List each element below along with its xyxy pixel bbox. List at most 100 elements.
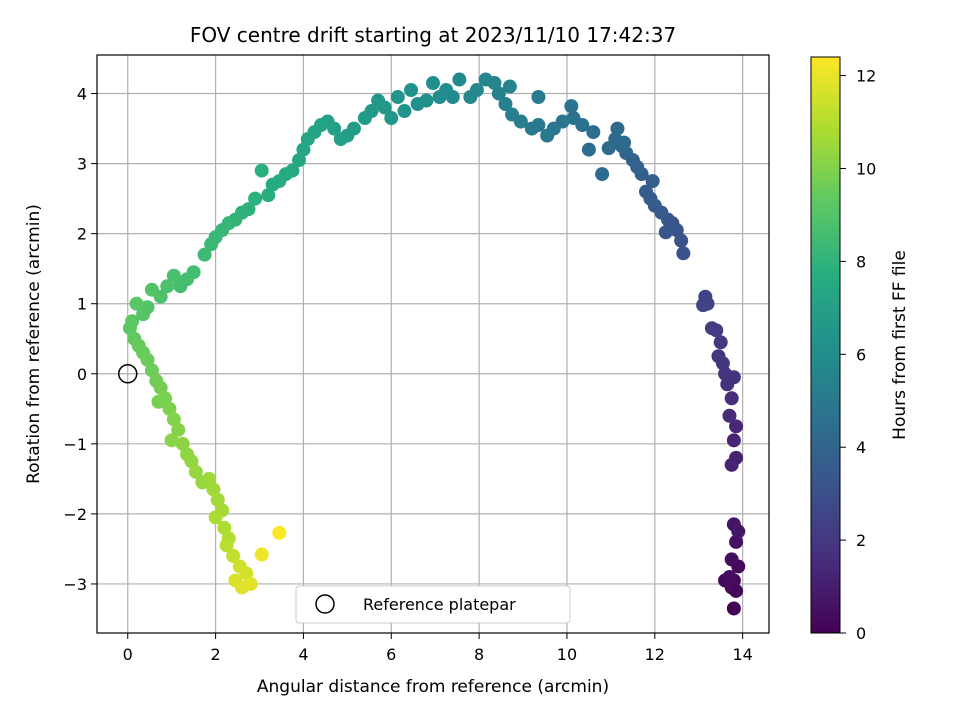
data-point (160, 279, 175, 294)
data-point (265, 177, 280, 192)
data-point (718, 366, 733, 381)
colorbar-gradient (810, 56, 841, 634)
chart-title: FOV centre drift starting at 2023/11/10 … (190, 23, 676, 47)
data-point (158, 391, 173, 406)
data-point (713, 335, 728, 350)
data-point (696, 298, 711, 313)
data-point (564, 99, 579, 114)
y-tick-label: 0 (77, 365, 87, 384)
data-point (639, 184, 654, 199)
y-tick-label: 1 (77, 295, 87, 314)
colorbar-ticks: 0 2 4 6 8 10 12 (840, 67, 876, 643)
data-point (210, 492, 225, 507)
data-point (153, 380, 168, 395)
colorbar-tick-label: 10 (856, 159, 876, 178)
data-point (502, 79, 517, 94)
data-point (601, 141, 616, 156)
data-point (426, 76, 440, 91)
data-point (202, 471, 216, 486)
x-axis: 0 2 4 6 8 10 12 14 (123, 633, 753, 664)
data-point (498, 97, 513, 112)
y-tick-label: −1 (63, 435, 87, 454)
legend-label: Reference platepar (363, 595, 516, 614)
y-tick-label: −2 (63, 505, 87, 524)
scatter-points (122, 72, 746, 616)
data-point (478, 72, 493, 87)
data-point (724, 391, 739, 406)
x-tick-label: 0 (123, 645, 133, 664)
data-point (144, 282, 159, 297)
plot-frame (96, 54, 770, 634)
x-tick-label: 14 (732, 645, 752, 664)
data-point (491, 86, 506, 101)
colorbar-tick-label: 4 (856, 438, 866, 457)
colorbar-tick-label: 6 (856, 345, 866, 364)
reference-marker (117, 364, 138, 384)
legend: Reference platepar (295, 585, 571, 624)
data-point (658, 225, 673, 240)
data-point (731, 524, 746, 539)
data-point (272, 525, 287, 540)
data-point (166, 268, 181, 283)
grid-lines (97, 55, 769, 633)
data-point (175, 436, 190, 451)
x-tick-label: 10 (557, 645, 577, 664)
data-point (184, 454, 199, 469)
data-point (726, 601, 741, 616)
x-tick-label: 8 (474, 645, 484, 664)
colorbar: 0 2 4 6 8 10 12 Hours from first FF file (810, 56, 910, 643)
data-point (248, 191, 263, 206)
data-point (397, 104, 412, 119)
y-tick-label: −3 (63, 575, 87, 594)
data-point (188, 464, 203, 479)
data-point (136, 307, 151, 322)
colorbar-label: Hours from first FF file (890, 250, 910, 440)
data-point (197, 247, 212, 262)
data-point (410, 97, 425, 112)
legend-marker (315, 594, 335, 614)
data-point (296, 142, 311, 157)
colorbar-tick-label: 12 (856, 67, 876, 86)
data-point (729, 583, 744, 598)
data-point (724, 457, 739, 472)
data-point (254, 163, 269, 178)
data-point (531, 90, 546, 105)
y-tick-label: 4 (77, 85, 87, 104)
data-point (144, 363, 159, 378)
data-point (617, 135, 632, 150)
data-point (239, 566, 254, 581)
x-tick-label: 6 (386, 645, 396, 664)
data-point (704, 321, 719, 336)
data-point (357, 111, 372, 126)
data-point (595, 167, 610, 182)
data-point (129, 296, 144, 311)
data-point (208, 510, 223, 525)
data-point (566, 111, 581, 126)
legend-box (295, 585, 571, 624)
y-tick-label: 2 (77, 225, 87, 244)
data-point (261, 188, 276, 203)
data-point (300, 132, 315, 147)
data-point (674, 233, 689, 248)
y-axis: −3 −2 −1 0 1 2 3 4 (63, 85, 97, 594)
data-point (540, 128, 555, 143)
data-point (206, 482, 221, 497)
data-point (254, 547, 269, 562)
data-point (226, 548, 241, 563)
data-point (219, 538, 234, 553)
data-point (463, 90, 478, 105)
data-point (204, 237, 219, 252)
colorbar-tick-label: 0 (856, 624, 866, 643)
data-point (390, 90, 405, 105)
data-point (586, 125, 601, 140)
y-axis-label: Rotation from reference (arcmin) (24, 204, 44, 484)
data-point (333, 132, 348, 147)
data-point (243, 576, 258, 591)
data-point (164, 433, 179, 448)
data-point (729, 419, 744, 434)
data-point (371, 93, 386, 108)
colorbar-tick-label: 2 (856, 531, 866, 550)
data-point (173, 279, 188, 294)
x-tick-label: 2 (210, 645, 220, 664)
